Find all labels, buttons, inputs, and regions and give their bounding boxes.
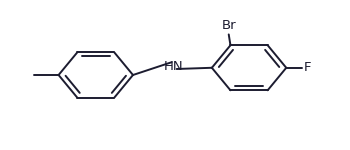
Text: Br: Br xyxy=(222,19,236,32)
Text: HN: HN xyxy=(163,60,183,73)
Text: F: F xyxy=(303,61,311,74)
